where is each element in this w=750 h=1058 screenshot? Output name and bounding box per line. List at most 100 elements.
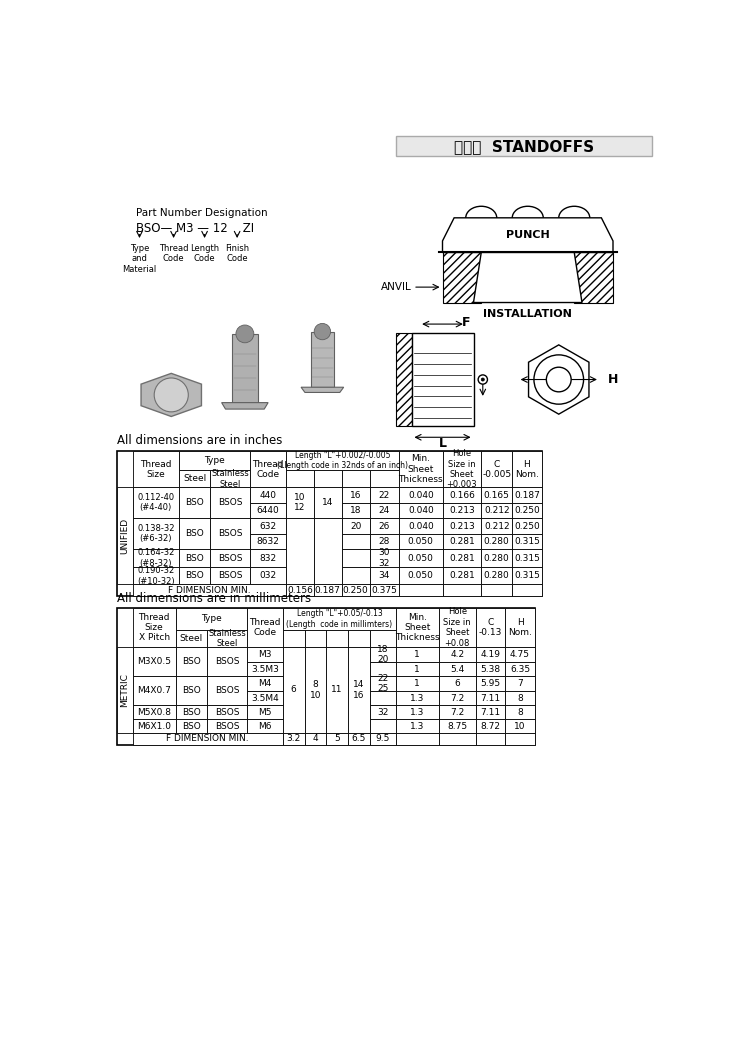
Circle shape: [534, 354, 584, 404]
Text: 032: 032: [260, 571, 277, 581]
Text: 632: 632: [260, 522, 277, 531]
Bar: [396, 719, 439, 733]
Polygon shape: [141, 373, 202, 417]
Text: 0.281: 0.281: [449, 537, 475, 546]
Text: 14: 14: [322, 498, 334, 507]
Bar: [179, 471, 210, 488]
Bar: [133, 706, 176, 719]
Bar: [512, 518, 542, 534]
Text: 0.187: 0.187: [315, 586, 340, 595]
Bar: [506, 646, 535, 662]
Text: 1: 1: [415, 664, 420, 674]
Bar: [176, 706, 207, 719]
Text: Thread
Size
X Pitch: Thread Size X Pitch: [139, 613, 170, 642]
Bar: [342, 534, 370, 549]
Text: Thread
Size: Thread Size: [140, 459, 172, 479]
Text: Part Number Designation: Part Number Designation: [136, 207, 268, 218]
Bar: [370, 567, 399, 584]
Text: METRIC: METRIC: [120, 673, 129, 707]
Bar: [117, 646, 133, 733]
Text: H
Nom.: H Nom.: [508, 618, 532, 637]
Text: M5X0.8: M5X0.8: [137, 708, 171, 716]
Text: 6440: 6440: [256, 507, 280, 515]
Text: BSO: BSO: [185, 553, 204, 563]
Bar: [439, 662, 476, 676]
Bar: [506, 733, 535, 745]
Bar: [399, 451, 442, 488]
Bar: [370, 646, 396, 662]
Bar: [412, 333, 473, 425]
Bar: [476, 646, 506, 662]
Text: BSOS: BSOS: [218, 498, 242, 507]
Bar: [482, 584, 512, 596]
Text: 8.72: 8.72: [481, 722, 500, 730]
Text: 1.3: 1.3: [410, 694, 424, 703]
Text: BSOS: BSOS: [214, 686, 239, 695]
Text: Hole
Size in
Sheet
+0.003: Hole Size in Sheet +0.003: [446, 450, 477, 489]
Text: 0.050: 0.050: [408, 553, 434, 563]
Bar: [210, 488, 251, 518]
Polygon shape: [222, 403, 268, 409]
Bar: [399, 584, 442, 596]
Text: 24: 24: [379, 507, 390, 515]
Bar: [442, 451, 482, 488]
Bar: [396, 646, 439, 662]
Text: 28: 28: [379, 537, 390, 546]
Text: 7: 7: [518, 679, 523, 688]
Bar: [476, 719, 506, 733]
Polygon shape: [442, 218, 613, 253]
Bar: [283, 608, 396, 630]
Bar: [396, 662, 439, 676]
Bar: [251, 534, 286, 549]
Bar: [210, 518, 251, 549]
Text: C
-0.13: C -0.13: [478, 618, 502, 637]
Bar: [133, 488, 179, 518]
Bar: [283, 733, 304, 745]
Text: 9.5: 9.5: [376, 734, 390, 743]
Text: F: F: [462, 316, 470, 329]
Text: 30
32: 30 32: [379, 548, 390, 568]
Text: 0.250: 0.250: [343, 586, 368, 595]
Text: 4.75: 4.75: [510, 650, 530, 659]
Text: BSO: BSO: [185, 498, 204, 507]
Bar: [442, 534, 482, 549]
Circle shape: [314, 324, 331, 340]
Text: Thread
Code: Thread Code: [252, 459, 284, 479]
Bar: [342, 518, 370, 534]
Text: 8.75: 8.75: [447, 722, 467, 730]
Bar: [442, 567, 482, 584]
Bar: [506, 706, 535, 719]
Bar: [370, 691, 396, 706]
Bar: [326, 733, 348, 745]
Text: 7.11: 7.11: [481, 708, 500, 716]
Bar: [442, 504, 482, 518]
Text: 4.2: 4.2: [450, 650, 464, 659]
Text: 8632: 8632: [256, 537, 280, 546]
Text: 0.040: 0.040: [408, 491, 434, 499]
Bar: [370, 488, 399, 504]
Bar: [370, 584, 399, 596]
Bar: [179, 451, 251, 471]
Text: 0.213: 0.213: [449, 507, 475, 515]
Text: 0.212: 0.212: [484, 522, 509, 531]
Text: 3.5M3: 3.5M3: [251, 664, 279, 674]
Text: 0.375: 0.375: [371, 586, 398, 595]
Text: F DIMENSION MIN.: F DIMENSION MIN.: [166, 734, 249, 743]
Bar: [399, 504, 442, 518]
Bar: [210, 549, 251, 567]
Bar: [442, 488, 482, 504]
Text: 20: 20: [350, 522, 361, 531]
Text: 1: 1: [415, 679, 420, 688]
Text: All dimensions are in millimeters: All dimensions are in millimeters: [117, 592, 311, 605]
Bar: [286, 471, 314, 488]
Bar: [326, 630, 348, 646]
Circle shape: [482, 378, 484, 381]
Bar: [512, 451, 542, 488]
Text: 0.187: 0.187: [514, 491, 540, 499]
Bar: [207, 719, 248, 733]
Bar: [396, 706, 439, 719]
Bar: [248, 676, 283, 691]
Bar: [370, 719, 396, 733]
Polygon shape: [310, 331, 334, 387]
Text: Type: Type: [201, 615, 222, 623]
